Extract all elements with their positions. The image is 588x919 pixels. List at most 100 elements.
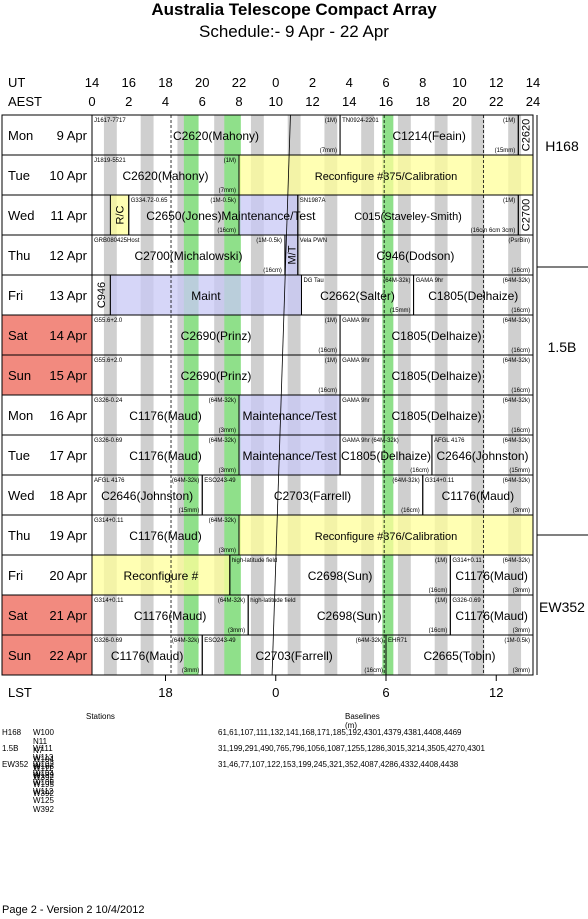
block-fill <box>92 555 230 595</box>
band-label: (64M-32k) <box>503 318 530 324</box>
band-label: (1M) <box>325 358 337 364</box>
sunrise-band <box>382 435 394 475</box>
source-name: G326-0.69 <box>94 638 123 644</box>
band-label: (64M-32k) <box>503 478 530 484</box>
ut-tick: 20 <box>195 75 209 90</box>
day-cell <box>1 114 93 156</box>
day-name: Fri <box>8 568 23 583</box>
shade-band <box>508 235 522 275</box>
sunrise-band <box>224 595 241 635</box>
band-label: (64M-32k) <box>503 438 530 444</box>
shade-band <box>103 595 117 635</box>
aest-tick: 12 <box>305 94 319 109</box>
receiver-label: (7mm) <box>320 148 337 154</box>
sunset-band <box>183 115 199 155</box>
config-name: H168 <box>2 728 22 737</box>
shade-band <box>140 115 154 155</box>
project-label: C1176(Maud) <box>455 569 527 583</box>
shade-band <box>287 115 301 155</box>
receiver-label: (3mm) <box>219 428 236 434</box>
sunrise-band <box>224 395 241 435</box>
sunrise-band <box>224 315 241 355</box>
shade-band <box>434 475 448 515</box>
band-label: (64M-32k) <box>209 398 236 404</box>
receiver-label: (16cm) <box>511 308 530 314</box>
shade-band <box>397 555 411 595</box>
shade-band <box>324 275 338 315</box>
ut-tick: 18 <box>158 75 172 90</box>
shade-band <box>397 435 411 475</box>
shade-band <box>361 315 375 355</box>
project-label: C946 <box>96 282 108 308</box>
sunset-band <box>183 355 199 395</box>
page-subtitle: Schedule:- 9 Apr - 22 Apr <box>199 22 389 41</box>
aest-tick: 10 <box>269 94 283 109</box>
ut-tick: 0 <box>272 75 279 90</box>
shade-band <box>508 635 522 675</box>
shade-band <box>508 595 522 635</box>
band-label: (1M) <box>435 598 447 604</box>
project-label: Maintenance/Test <box>243 449 338 463</box>
baseline-list: 31,46,77,107,122,153,199,245,321,352,408… <box>218 760 459 769</box>
shade-band <box>434 235 448 275</box>
shade-band <box>140 195 154 235</box>
shade-band <box>471 595 485 635</box>
shade-band <box>397 635 411 675</box>
sunrise-band <box>382 475 394 515</box>
shade-band <box>103 435 117 475</box>
shade-band <box>324 555 338 595</box>
block-fill <box>239 515 533 555</box>
receiver-label: (16cm) <box>511 388 530 394</box>
shade-band <box>361 475 375 515</box>
source-name: AFGL 4176 <box>434 438 465 444</box>
project-label: C1176(Maud) <box>129 529 201 543</box>
shade-band <box>140 395 154 435</box>
sunset-band <box>183 515 199 555</box>
source-name: DG Tau <box>303 278 323 284</box>
band-label: (64M-32k) <box>383 278 410 284</box>
sunset-band <box>183 635 199 675</box>
shade-band <box>397 195 411 235</box>
day-name: Mon <box>8 128 33 143</box>
shade-band <box>287 355 301 395</box>
shade-band <box>140 475 154 515</box>
shade-band <box>103 635 117 675</box>
shade-band <box>103 475 117 515</box>
shade-band <box>214 595 228 635</box>
band-label: (64M-32k) <box>209 518 236 524</box>
shade-band <box>140 315 154 355</box>
shade-band <box>361 115 375 155</box>
shade-band <box>397 115 411 155</box>
day-name: Tue <box>8 168 30 183</box>
station-list: W100 N11 N7 W104 W111 W392 <box>33 728 54 782</box>
band-label: (1M) <box>435 558 447 564</box>
shade-band <box>434 395 448 435</box>
lst-tick: 0 <box>272 685 279 700</box>
shade-band <box>324 595 338 635</box>
aest-tick: 22 <box>489 94 503 109</box>
day-name: Sun <box>8 368 31 383</box>
band-label: (64M-32k) <box>356 638 383 644</box>
ut-tick: 2 <box>309 75 316 90</box>
receiver-label: (16cm) <box>410 468 429 474</box>
day-name: Sat <box>8 608 28 623</box>
band-label: (1M) <box>325 118 337 124</box>
aest-tick: 16 <box>379 94 393 109</box>
shade-band <box>214 115 228 155</box>
shade-band <box>361 435 375 475</box>
sunrise-band <box>382 555 394 595</box>
day-date: 12 Apr <box>49 248 87 263</box>
source-name: Vela PWN <box>300 238 327 244</box>
project-label: C2703(Farrell) <box>255 649 332 663</box>
shade-band <box>140 635 154 675</box>
band-label: (64M-32k) <box>218 598 245 604</box>
band-label: (1M-0.5k) <box>256 238 282 244</box>
ut-label: UT <box>8 75 25 90</box>
shade-band <box>324 635 338 675</box>
source-name: high-latitude field <box>250 598 295 604</box>
shade-band <box>287 635 301 675</box>
source-name: G314+0.11 <box>94 598 124 604</box>
shade-band <box>103 115 117 155</box>
baseline-list: 31,199,291,490,765,796,1056,1087,1255,12… <box>218 744 485 753</box>
source-name: G314+0.11 <box>94 518 124 524</box>
